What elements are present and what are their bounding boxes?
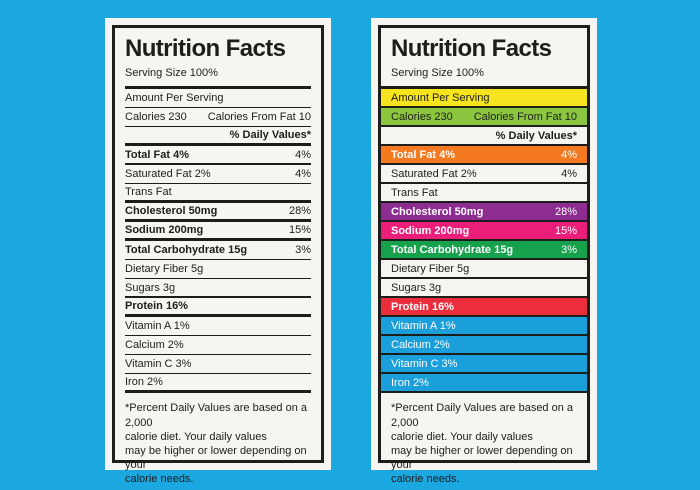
- row-value: Calories From Fat 10: [207, 111, 311, 124]
- row-value: % Daily Values*: [495, 129, 577, 142]
- row-label: Total Fat 4%: [125, 148, 189, 161]
- note-line: calorie diet. Your daily values: [125, 430, 267, 443]
- row-value: 4%: [295, 168, 311, 181]
- row-total-carbohydrate: Total Carbohydrate 15g 3%: [125, 241, 311, 261]
- row-dietary-fiber: Dietary Fiber 5g: [125, 260, 311, 280]
- label-header: Nutrition Facts Serving Size 100%: [381, 28, 587, 90]
- row-protein: Protein 16%: [381, 298, 587, 318]
- row-amount-per-serving: Amount Per Serving: [125, 89, 311, 109]
- row-label: Sugars 3g: [391, 281, 442, 294]
- note-line: *Percent Daily Values are based on a 2,0…: [391, 402, 574, 429]
- row-label: Vitamin A 1%: [125, 320, 190, 333]
- row-sugars: Sugars 3g: [381, 279, 587, 299]
- row-vitamin-c: Vitamin C 3%: [125, 355, 311, 375]
- row-iron: Iron 2%: [125, 374, 311, 394]
- daily-values-note: *Percent Daily Values are based on a 2,0…: [381, 393, 587, 485]
- row-label: Vitamin C 3%: [125, 358, 192, 371]
- row-label: Sodium 200mg: [391, 224, 470, 237]
- row-trans-fat: Trans Fat: [381, 184, 587, 204]
- row-sodium: Sodium 200mg 15%: [125, 222, 311, 242]
- row-label: Iron 2%: [391, 376, 429, 389]
- row-label: Total Carbohydrate 15g: [391, 243, 514, 256]
- row-label: Dietary Fiber 5g: [391, 262, 470, 275]
- nutrient-rows: Amount Per Serving Calories 230 Calories F…: [381, 89, 587, 394]
- row-cholesterol: Cholesterol 50mg 28%: [381, 203, 587, 223]
- daily-values-note: *Percent Daily Values are based on a 2,0…: [125, 393, 311, 485]
- label-title: Nutrition Facts: [391, 35, 552, 62]
- row-value: 3%: [295, 244, 311, 257]
- row-label: Calcium 2%: [125, 339, 184, 352]
- row-calcium: Calcium 2%: [381, 336, 587, 356]
- row-label: Trans Fat: [125, 186, 172, 199]
- row-calories: Calories 230 Calories From Fat 10: [381, 108, 587, 128]
- row-value: 15%: [288, 224, 311, 237]
- nutrient-rows: Amount Per Serving Calories 230 Calories F…: [125, 89, 311, 394]
- note-line: calorie needs.: [391, 472, 460, 485]
- row-saturated-fat: Saturated Fat 2% 4%: [125, 165, 311, 185]
- row-label: Dietary Fiber 5g: [125, 263, 204, 276]
- row-dietary-fiber: Dietary Fiber 5g: [381, 260, 587, 280]
- row-label: Protein 16%: [391, 300, 454, 313]
- row-vitamin-a: Vitamin A 1%: [381, 317, 587, 337]
- row-label: Calcium 2%: [391, 338, 450, 351]
- row-value: 4%: [295, 148, 311, 161]
- row-calcium: Calcium 2%: [125, 336, 311, 356]
- row-value: % Daily Values*: [229, 129, 311, 142]
- row-label: Total Carbohydrate 15g: [125, 244, 248, 257]
- row-value: 3%: [561, 243, 577, 256]
- row-label: Cholesterol 50mg: [125, 205, 218, 218]
- row-protein: Protein 16%: [125, 298, 311, 318]
- row-label: Saturated Fat 2%: [391, 167, 477, 180]
- note-line: calorie diet. Your daily values: [391, 430, 533, 443]
- label-title: Nutrition Facts: [125, 35, 286, 62]
- row-value: 4%: [561, 167, 577, 180]
- row-label: Total Fat 4%: [391, 148, 455, 161]
- row-label: Iron 2%: [125, 376, 163, 389]
- serving-size: Serving Size 100%: [125, 67, 218, 80]
- row-vitamin-a: Vitamin A 1%: [125, 317, 311, 337]
- label-border-box: Nutrition Facts Serving Size 100% Amount…: [112, 25, 324, 485]
- row-value: Calories From Fat 10: [473, 110, 577, 123]
- row-value: 28%: [554, 205, 577, 218]
- row-total-fat: Total Fat 4% 4%: [381, 146, 587, 166]
- row-value: 15%: [554, 224, 577, 237]
- row-saturated-fat: Saturated Fat 2% 4%: [381, 165, 587, 185]
- row-label: Saturated Fat 2%: [125, 168, 211, 181]
- row-label: Cholesterol 50mg: [391, 205, 484, 218]
- row-label: Vitamin C 3%: [391, 357, 458, 370]
- serving-size: Serving Size 100%: [391, 67, 484, 80]
- note-line: may be higher or lower depending on your: [125, 444, 307, 471]
- row-trans-fat: Trans Fat: [125, 184, 311, 204]
- nutrition-label-plain: Nutrition Facts Serving Size 100% Amount…: [105, 18, 331, 485]
- row-vitamin-c: Vitamin C 3%: [381, 355, 587, 375]
- row-value: 4%: [561, 148, 577, 161]
- row-calories: Calories 230 Calories From Fat 10: [125, 108, 311, 128]
- nutrition-label-colored: Nutrition Facts Serving Size 100% Amount…: [371, 18, 597, 485]
- note-line: may be higher or lower depending on your: [391, 444, 573, 471]
- row-cholesterol: Cholesterol 50mg 28%: [125, 203, 311, 223]
- row-label: Sodium 200mg: [125, 224, 204, 237]
- note-line: calorie needs.: [125, 472, 194, 485]
- row-sugars: Sugars 3g: [125, 279, 311, 299]
- row-label: Trans Fat: [391, 186, 438, 199]
- row-label: Amount Per Serving: [125, 92, 224, 105]
- row-label: Vitamin A 1%: [391, 319, 456, 332]
- label-border-box: Nutrition Facts Serving Size 100% Amount…: [378, 25, 590, 485]
- label-header: Nutrition Facts Serving Size 100%: [125, 28, 311, 90]
- note-line: *Percent Daily Values are based on a 2,0…: [125, 402, 308, 429]
- row-daily-values-header: % Daily Values*: [125, 127, 311, 147]
- row-iron: Iron 2%: [381, 374, 587, 394]
- row-value: 28%: [288, 205, 311, 218]
- row-label: Protein 16%: [125, 300, 188, 313]
- row-total-carbohydrate: Total Carbohydrate 15g 3%: [381, 241, 587, 261]
- row-label: Sugars 3g: [125, 281, 176, 294]
- row-label: Amount Per Serving: [391, 91, 490, 104]
- row-total-fat: Total Fat 4% 4%: [125, 146, 311, 166]
- row-sodium: Sodium 200mg 15%: [381, 222, 587, 242]
- row-daily-values-header: % Daily Values*: [381, 127, 587, 147]
- row-amount-per-serving: Amount Per Serving: [381, 89, 587, 109]
- row-label: Calories 230: [391, 110, 453, 123]
- row-label: Calories 230: [125, 111, 187, 124]
